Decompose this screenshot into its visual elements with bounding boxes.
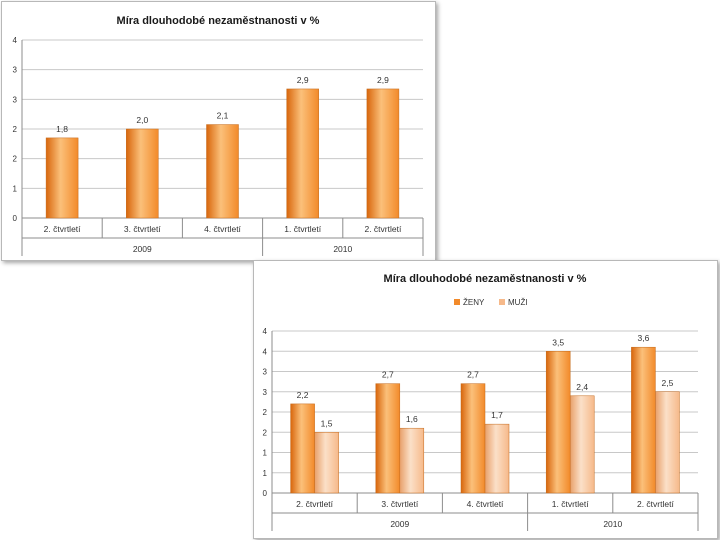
y-tick-label: 2 <box>13 155 18 164</box>
y-tick-label: 3 <box>13 95 18 104</box>
y-tick-label: 0 <box>263 489 268 498</box>
bar-muzi <box>569 395 595 494</box>
data-label: 2,4 <box>576 382 588 392</box>
y-tick-label: 3 <box>13 66 18 75</box>
data-label: 1,5 <box>321 418 333 428</box>
data-label: 1,8 <box>56 124 68 134</box>
bar <box>286 88 319 219</box>
x-group-label: 2009 <box>390 519 409 529</box>
bar-zeny <box>460 383 486 494</box>
legend-entry: MUŽI <box>508 298 528 307</box>
x-group-label: 2009 <box>133 244 152 254</box>
x-category-label: 2. čtvrtletí <box>637 499 674 509</box>
data-label: 3,6 <box>637 333 649 343</box>
y-tick-label: 3 <box>263 368 268 377</box>
y-tick-label: 1 <box>263 469 268 478</box>
bar-zeny <box>631 346 656 494</box>
bar-zeny <box>375 383 401 494</box>
y-tick-label: 2 <box>263 428 268 437</box>
y-tick-label: 3 <box>263 388 268 397</box>
legend-swatch <box>454 299 460 305</box>
x-group-label: 2010 <box>603 519 622 529</box>
chart-title: Míra dlouhodobé nezaměstnanosti v % <box>117 15 320 27</box>
x-category-label: 4. čtvrtletí <box>204 224 241 234</box>
bar-muzi <box>484 423 510 494</box>
bar <box>126 128 159 219</box>
x-category-label: 3. čtvrtletí <box>381 499 418 509</box>
x-group-label: 2010 <box>333 244 352 254</box>
chart-title: Míra dlouhodobé nezaměstnanosti v % <box>384 273 587 285</box>
bar-muzi <box>399 427 425 494</box>
bar <box>206 124 239 219</box>
data-label: 2,7 <box>467 370 479 380</box>
chart-total-svg: Míra dlouhodobé nezaměstnanosti v % 0 1 2 2 3… <box>13 15 424 256</box>
x-category-label: 2. čtvrtletí <box>44 224 81 234</box>
data-label: 2,0 <box>136 115 148 125</box>
bar-muzi <box>314 432 339 494</box>
chart-panel-gender: Míra dlouhodobé nezaměstnanosti v % ŽENY M… <box>253 260 718 539</box>
data-label: 2,5 <box>661 378 673 388</box>
y-tick-label: 2 <box>263 408 268 417</box>
x-category-label: 4. čtvrtletí <box>467 499 504 509</box>
y-tick-label: 2 <box>13 125 18 134</box>
bar-zeny <box>545 351 571 494</box>
data-label: 2,2 <box>297 390 309 400</box>
x-category-label: 2. čtvrtletí <box>296 499 333 509</box>
x-category-label: 1. čtvrtletí <box>284 224 321 234</box>
data-label: 1,6 <box>406 414 418 424</box>
bar <box>45 137 79 219</box>
data-label: 1,7 <box>491 410 503 420</box>
data-label: 3,5 <box>552 337 564 347</box>
bar-muzi <box>655 391 680 494</box>
y-tick-label: 4 <box>13 36 18 45</box>
y-tick-label: 4 <box>263 327 268 336</box>
y-tick-label: 1 <box>263 449 268 458</box>
bar <box>366 88 400 219</box>
bar-zeny <box>290 403 315 494</box>
data-label: 2,1 <box>217 111 229 121</box>
y-tick-label: 4 <box>263 347 268 356</box>
x-category-label: 1. čtvrtletí <box>552 499 589 509</box>
data-label: 2,9 <box>297 75 309 85</box>
chart-panel-total: Míra dlouhodobé nezaměstnanosti v % 0 1 2 2 3… <box>1 1 436 261</box>
x-category-label: 3. čtvrtletí <box>124 224 161 234</box>
data-label: 2,7 <box>382 370 394 380</box>
legend-entry: ŽENY <box>463 298 485 307</box>
chart-gender-svg: Míra dlouhodobé nezaměstnanosti v % ŽENY M… <box>263 273 699 531</box>
legend-swatch <box>499 299 505 305</box>
y-tick-label: 0 <box>13 214 18 223</box>
data-label: 2,9 <box>377 75 389 85</box>
x-category-label: 2. čtvrtletí <box>364 224 401 234</box>
y-tick-label: 1 <box>13 184 18 193</box>
